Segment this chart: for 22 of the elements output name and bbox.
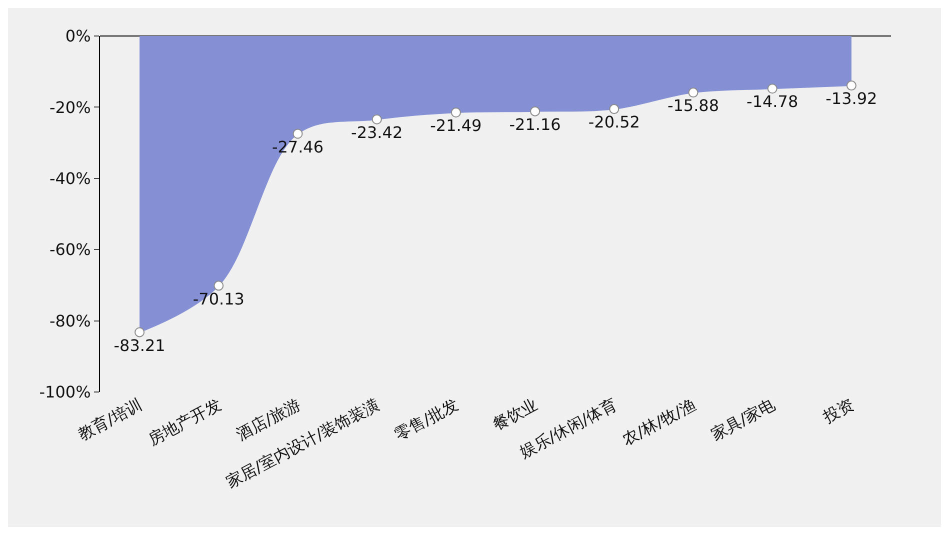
x-tick-label: 房地产开发 — [144, 394, 224, 450]
x-tick-label: 家具/家电 — [708, 394, 778, 444]
y-tick-label: -20% — [49, 98, 91, 117]
data-label: -14.78 — [746, 92, 798, 112]
x-tick-label: 投资 — [819, 394, 858, 428]
data-label: -13.92 — [826, 89, 878, 108]
y-tick-label: -40% — [49, 169, 91, 188]
data-label: -15.88 — [667, 96, 720, 116]
y-tick-label: -100% — [39, 382, 91, 402]
data-label: -21.16 — [509, 114, 561, 134]
y-tick-label: -60% — [49, 240, 91, 260]
x-tick-label: 农/林/牧/渔 — [619, 394, 699, 450]
y-tick-label: -80% — [49, 311, 91, 330]
data-label: -20.52 — [588, 112, 640, 132]
y-tick-label: 0% — [65, 26, 91, 46]
data-label: -70.13 — [192, 289, 244, 308]
data-label: -27.46 — [272, 137, 324, 156]
x-tick-label: 零售/批发 — [391, 394, 462, 444]
data-label: -21.49 — [430, 116, 482, 136]
data-label: -23.42 — [351, 123, 403, 142]
x-tick-label: 餐饮业 — [489, 394, 541, 434]
data-label: -83.21 — [114, 336, 166, 355]
